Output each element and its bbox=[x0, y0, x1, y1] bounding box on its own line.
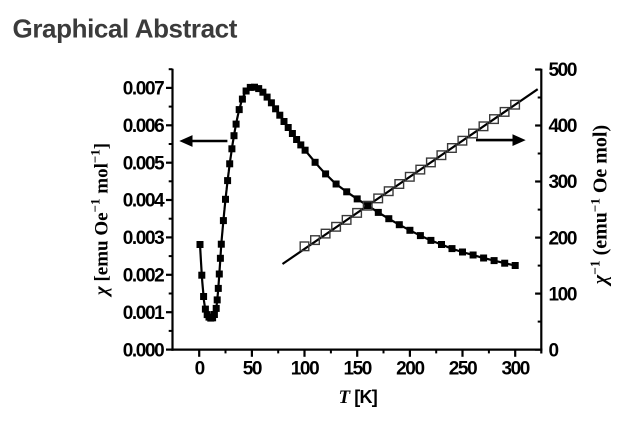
svg-text:Graphical Abstract: Graphical Abstract bbox=[13, 14, 238, 44]
svg-text:50: 50 bbox=[243, 359, 262, 380]
svg-text:0.002: 0.002 bbox=[123, 266, 164, 287]
svg-text:0: 0 bbox=[549, 340, 559, 361]
svg-text:300: 300 bbox=[549, 172, 577, 193]
svg-text:0.007: 0.007 bbox=[123, 79, 164, 100]
svg-text:χ−1 (emu−1 Oe mol): χ−1 (emu−1 Oe mol) bbox=[588, 125, 612, 287]
svg-text:0.000: 0.000 bbox=[123, 340, 164, 361]
svg-text:200: 200 bbox=[396, 359, 424, 380]
svg-text:200: 200 bbox=[549, 228, 577, 249]
svg-text:0.004: 0.004 bbox=[123, 191, 165, 212]
svg-text:0.005: 0.005 bbox=[123, 153, 165, 174]
svg-text:100: 100 bbox=[291, 359, 319, 380]
svg-text:χ [emu Oe−1 mol−1]: χ [emu Oe−1 mol−1] bbox=[88, 143, 113, 298]
svg-text:0.003: 0.003 bbox=[123, 228, 164, 249]
svg-text:0.001: 0.001 bbox=[123, 303, 165, 324]
svg-text:500: 500 bbox=[549, 60, 577, 81]
svg-text:150: 150 bbox=[343, 359, 371, 380]
svg-text:0: 0 bbox=[195, 359, 205, 380]
svg-text:100: 100 bbox=[549, 284, 577, 305]
svg-text:T [K]: T [K] bbox=[339, 387, 377, 408]
svg-text:400: 400 bbox=[549, 116, 577, 137]
svg-text:0.006: 0.006 bbox=[123, 116, 164, 137]
svg-text:300: 300 bbox=[501, 359, 529, 380]
svg-text:250: 250 bbox=[449, 359, 477, 380]
